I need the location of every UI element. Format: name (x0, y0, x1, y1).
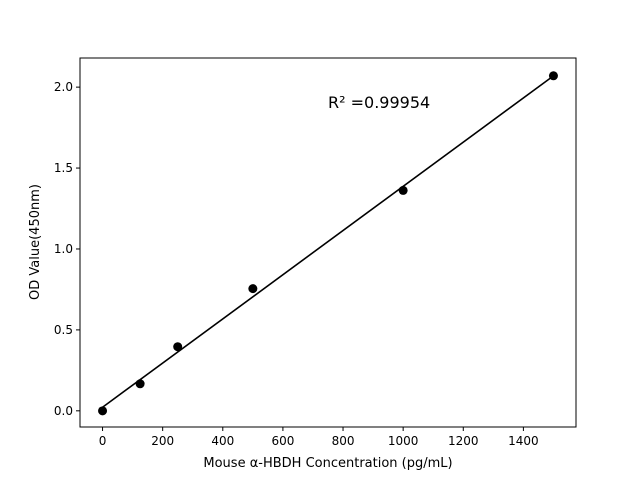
x-tick-label: 1400 (508, 434, 539, 448)
fit-line (102, 75, 554, 408)
r-squared-annotation: R² =0.99954 (328, 93, 430, 112)
x-axis-label: Mouse α-HBDH Concentration (pg/mL) (203, 456, 452, 471)
y-tick-label: 0.0 (54, 404, 73, 418)
x-tick-label: 400 (211, 434, 234, 448)
y-axis-label: OD Value(450nm) (28, 184, 43, 300)
x-tick-label: 1200 (448, 434, 479, 448)
y-tick-label: 2.0 (54, 80, 73, 94)
data-point (98, 406, 108, 416)
data-point (173, 342, 183, 352)
plot-frame (79, 57, 577, 428)
x-tick-label: 200 (151, 434, 174, 448)
data-point (398, 185, 408, 195)
y-tick-label: 0.5 (54, 323, 73, 337)
x-tick-label: 0 (99, 434, 107, 448)
data-point (548, 71, 558, 81)
data-point (248, 284, 258, 294)
x-tick-label: 600 (271, 434, 294, 448)
x-tick-label: 800 (332, 434, 355, 448)
data-point (135, 379, 145, 389)
x-tick-label: 1000 (388, 434, 419, 448)
y-tick-label: 1.5 (54, 161, 73, 175)
y-tick-label: 1.0 (54, 242, 73, 256)
